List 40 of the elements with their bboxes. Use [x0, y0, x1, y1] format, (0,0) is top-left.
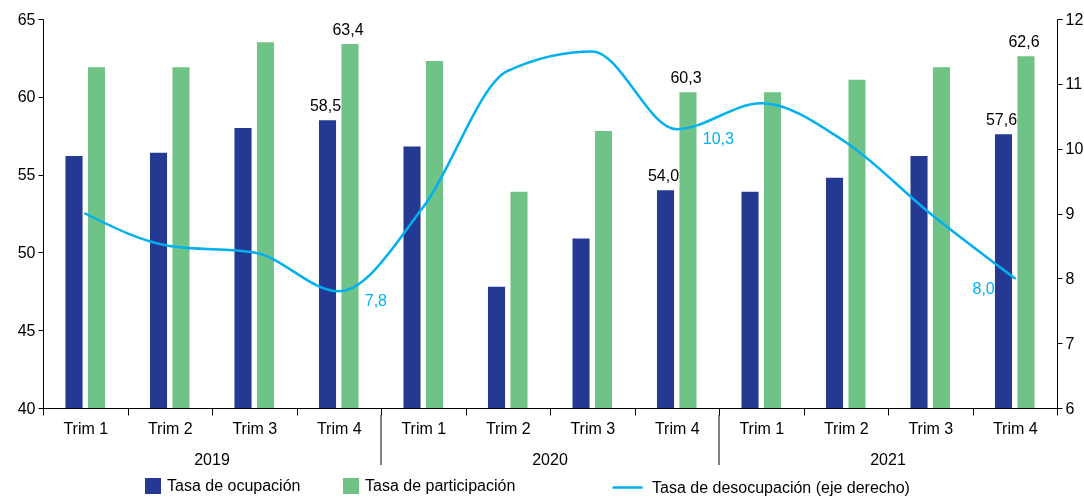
legend-label: Tasa de participación: [365, 477, 516, 494]
y2-tick-label: 11: [1065, 75, 1083, 93]
data-label: 62,6: [1008, 33, 1040, 51]
y-tick-label: 55: [17, 166, 36, 184]
data-label: 63,4: [332, 20, 364, 38]
y2-tick-label: 6: [1065, 399, 1075, 417]
y-tick-label: 65: [17, 10, 36, 28]
y-tick-label: 50: [17, 243, 36, 261]
data-label: 57,6: [985, 111, 1018, 129]
data-label: 54,0: [647, 167, 680, 185]
y2-tick-label: 10: [1065, 140, 1084, 158]
y-tick-label: 45: [17, 321, 36, 339]
x-tick-label: Trim 3: [908, 419, 954, 437]
x-tick-label: Trim 1: [739, 419, 785, 437]
data-label: 58,5: [309, 97, 342, 115]
y2-tick-label: 12: [1065, 10, 1084, 28]
y-tick-label: 40: [17, 399, 36, 417]
data-label: 8,0: [972, 280, 995, 298]
x-tick-label: Trim 2: [823, 419, 869, 437]
x-tick-label: Trim 1: [63, 419, 109, 437]
legend-label: Tasa de ocupación: [167, 477, 301, 494]
x-tick-label: Trim 3: [232, 419, 278, 437]
x-tick-label: Trim 4: [316, 419, 362, 437]
text: 2020: [532, 451, 568, 468]
x-tick-label: Trim 1: [401, 419, 447, 437]
y2-tick-label: 8: [1065, 269, 1075, 287]
x-tick-label: Trim 4: [654, 419, 700, 437]
x-tick-label: Trim 2: [485, 419, 531, 437]
y2-tick-label: 9: [1065, 205, 1075, 222]
data-label: 7,8: [364, 292, 388, 310]
text: 2021: [870, 451, 906, 468]
text: 2019: [194, 451, 230, 468]
x-tick-label: Trim 4: [992, 419, 1038, 437]
x-tick-label: Trim 3: [570, 419, 616, 437]
x-tick-label: Trim 2: [147, 419, 193, 437]
data-label: 60,3: [670, 69, 702, 87]
y-tick-label: 60: [17, 88, 36, 106]
data-label: 10,3: [702, 130, 734, 148]
legend-label: Tasa de desocupación (eje derecho): [652, 478, 910, 496]
y2-tick-label: 7: [1065, 334, 1075, 352]
